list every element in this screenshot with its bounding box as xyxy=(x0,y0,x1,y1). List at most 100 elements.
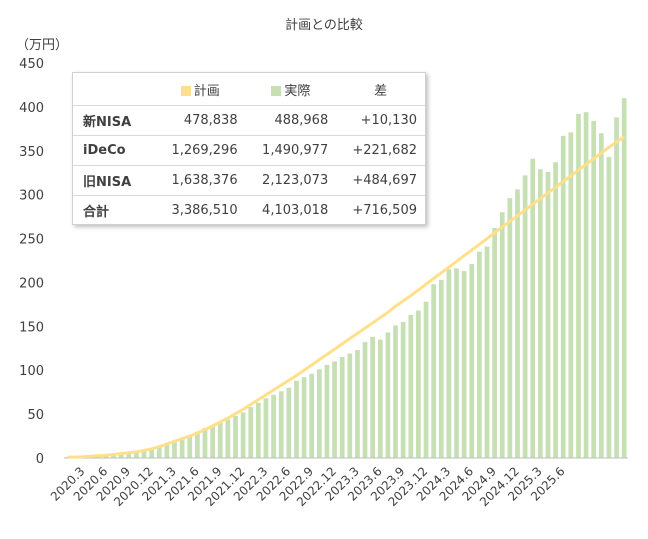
row-label: iDeCo xyxy=(73,135,155,166)
y-tick-label: 300 xyxy=(19,189,44,204)
row-plan: 1,638,376 xyxy=(155,165,246,196)
row-actual: 4,103,018 xyxy=(245,195,337,225)
y-tick-label: 50 xyxy=(27,408,44,423)
actual-bar xyxy=(621,98,627,458)
actual-bar xyxy=(316,369,322,458)
actual-bar xyxy=(522,175,528,458)
row-label: 旧NISA xyxy=(73,165,155,196)
actual-bar xyxy=(530,158,536,458)
comparison-table: 計画 実際 差 新NISA 478,838 488,968 +10,130 iD… xyxy=(72,72,426,225)
actual-bar xyxy=(294,380,299,458)
actual-bar xyxy=(400,321,406,458)
actual-bar xyxy=(583,112,589,459)
actual-bar xyxy=(576,113,581,459)
actual-bar xyxy=(515,189,520,458)
table-row: 合計 3,386,510 4,103,018 +716,509 xyxy=(73,195,425,225)
y-tick-label: 400 xyxy=(19,101,44,116)
row-plan: 478,838 xyxy=(155,105,246,136)
actual-bar xyxy=(499,212,505,458)
actual-bar xyxy=(598,133,604,458)
actual-bar xyxy=(278,391,284,458)
actual-bar xyxy=(134,450,139,458)
actual-bar xyxy=(370,336,376,458)
actual-bar xyxy=(118,452,124,458)
x-axis: 2020.32020.62020.92020.122021.32021.6202… xyxy=(48,464,568,509)
row-actual: 488,968 xyxy=(245,105,337,136)
y-tick-label: 0 xyxy=(36,452,44,467)
y-tick-label: 200 xyxy=(19,276,44,291)
actual-bar xyxy=(126,451,132,458)
actual-bar xyxy=(553,162,558,458)
chart-title: 計画との比較 xyxy=(285,18,363,33)
actual-bar xyxy=(141,450,147,458)
actual-bar xyxy=(172,441,177,458)
y-tick-label: 150 xyxy=(19,320,44,335)
actual-bar xyxy=(286,387,292,458)
row-diff: +484,697 xyxy=(336,165,425,196)
row-label: 新NISA xyxy=(73,105,155,136)
table-corner xyxy=(73,73,155,106)
actual-bar xyxy=(255,402,261,458)
actual-bar xyxy=(355,350,360,458)
legend-plan: 計画 xyxy=(155,73,246,106)
actual-bar xyxy=(377,339,383,458)
y-axis-unit-label: （万円） xyxy=(16,38,69,53)
actual-bar xyxy=(454,268,459,458)
actual-bar xyxy=(248,407,254,458)
row-diff: +221,682 xyxy=(336,135,425,166)
actual-bar xyxy=(560,135,566,458)
actual-bar xyxy=(385,332,391,458)
actual-bar xyxy=(416,310,421,458)
table-row: iDeCo 1,269,296 1,490,977 +221,682 xyxy=(73,135,425,166)
legend-actual: 実際 xyxy=(246,73,337,106)
actual-bar xyxy=(339,357,345,458)
actual-bar xyxy=(149,448,155,458)
actual-bar xyxy=(210,425,215,458)
actual-bar xyxy=(545,171,551,458)
actual-bar xyxy=(324,364,330,458)
actual-bar xyxy=(263,398,269,458)
actual-bar xyxy=(271,394,276,458)
y-tick-label: 100 xyxy=(19,364,44,379)
actual-bar xyxy=(225,419,231,458)
actual-bar xyxy=(164,443,170,458)
table-header-row: 計画 実際 差 xyxy=(73,73,425,106)
actual-bar xyxy=(362,342,368,458)
row-diff: +716,509 xyxy=(336,195,425,225)
table-row: 旧NISA 1,638,376 2,123,073 +484,697 xyxy=(73,165,425,196)
actual-bar xyxy=(614,117,619,458)
row-label: 合計 xyxy=(73,195,155,225)
actual-bar xyxy=(301,377,307,458)
actual-bar xyxy=(507,198,513,458)
actual-bar xyxy=(477,251,482,458)
legend-plan-swatch xyxy=(180,85,191,96)
actual-bar xyxy=(438,279,444,458)
actual-bar xyxy=(217,422,223,458)
actual-bar xyxy=(187,435,193,458)
row-actual: 1,490,977 xyxy=(245,135,337,166)
actual-bar xyxy=(332,361,337,458)
actual-bar xyxy=(446,269,452,458)
y-tick-label: 250 xyxy=(19,233,44,248)
actual-bar xyxy=(233,415,238,458)
actual-bar xyxy=(423,301,429,458)
actual-bar xyxy=(591,120,597,458)
actual-bar xyxy=(202,428,208,458)
legend-actual-label: 実際 xyxy=(284,83,311,99)
actual-bar xyxy=(461,271,467,458)
actual-bar xyxy=(240,412,246,458)
header-diff: 差 xyxy=(374,83,388,99)
actual-bar xyxy=(568,132,574,458)
y-tick-label: 450 xyxy=(19,57,44,72)
actual-bar xyxy=(393,325,398,458)
table-row: 新NISA 478,838 488,968 +10,130 xyxy=(73,105,425,136)
actual-bar xyxy=(537,169,543,458)
actual-bar xyxy=(156,445,162,458)
legend-actual-swatch xyxy=(271,85,282,96)
actual-bar xyxy=(195,431,200,458)
y-axis: 0 50 100 150 200 250 300 350 400 450 xyxy=(19,57,44,467)
actual-bar xyxy=(484,246,490,458)
actual-bars xyxy=(65,98,627,459)
actual-bar xyxy=(347,353,353,458)
actual-bar xyxy=(408,314,414,458)
